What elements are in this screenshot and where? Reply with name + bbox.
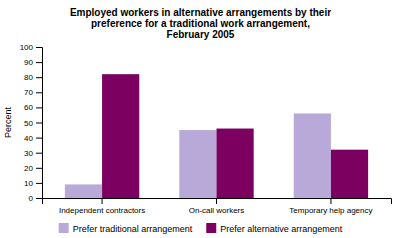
tick-label: 70 <box>24 88 33 97</box>
bar <box>217 129 254 198</box>
tick: 70 <box>24 88 42 97</box>
tick-label: 0 <box>29 194 34 203</box>
tick-mark <box>36 47 42 48</box>
tick-mark <box>36 123 42 124</box>
title: Employed workers in alternative arrangem… <box>70 7 331 40</box>
tick: 50 <box>24 119 42 128</box>
tick: 10 <box>24 179 42 188</box>
tick-mark <box>36 138 42 139</box>
bar <box>294 113 331 198</box>
tick: 60 <box>24 103 42 112</box>
title-line: February 2005 <box>167 29 235 40</box>
tick: 100 <box>20 43 42 52</box>
tick-label: Temporary help agency <box>289 206 372 215</box>
tick-label: 20 <box>24 164 33 173</box>
title-line: Employed workers in alternative arrangem… <box>70 7 331 18</box>
tick: 80 <box>24 73 42 82</box>
tick-mark <box>36 77 42 78</box>
tick-mark <box>36 107 42 108</box>
tick-label: 90 <box>24 58 33 67</box>
legend-swatch <box>206 223 216 233</box>
tick: Independent contractors <box>59 198 145 215</box>
tick-mark <box>36 153 42 154</box>
bar <box>102 74 139 198</box>
y-axis: 0 10 20 30 40 50 60 70 80 90 100 <box>20 43 43 203</box>
tick-mark <box>36 62 42 63</box>
title-line: preference for a traditional work arrang… <box>91 18 310 29</box>
bar <box>65 184 102 198</box>
legend-label: Prefer traditional arrangement <box>73 224 193 234</box>
legend-swatch <box>59 223 69 233</box>
tick-label: 10 <box>24 179 33 188</box>
tick-label: 30 <box>24 149 33 158</box>
tick-label: 60 <box>24 103 33 112</box>
tick-mark <box>102 198 103 204</box>
bar <box>331 150 368 198</box>
x-axis: Independent contractors On-call workers Te… <box>43 198 392 215</box>
tick: 90 <box>24 58 42 67</box>
y-axis-title: Percent <box>3 106 13 138</box>
tick: 0 <box>29 194 42 203</box>
legend-item: Prefer alternative arrangement <box>206 223 343 234</box>
tick-mark <box>36 92 42 93</box>
tick: On-call workers <box>189 198 245 215</box>
bars <box>65 74 368 198</box>
tick: 20 <box>24 164 42 173</box>
legend-item: Prefer traditional arrangement <box>59 223 193 234</box>
axis-line <box>36 48 43 199</box>
tick-mark <box>330 198 331 204</box>
tick-mark <box>36 183 42 184</box>
chart: Employed workers in alternative arrangem… <box>0 0 401 238</box>
legend: Prefer traditional arrangement Prefer alt… <box>59 223 343 234</box>
tick-label: 80 <box>24 73 33 82</box>
bar <box>179 130 216 198</box>
tick: Temporary help agency <box>289 198 372 215</box>
tick: 30 <box>24 149 42 158</box>
plot: 0 10 20 30 40 50 60 70 80 90 100 Independent contra… <box>20 43 392 215</box>
tick: 40 <box>24 134 42 143</box>
tick-mark <box>36 198 42 199</box>
legend-label: Prefer alternative arrangement <box>220 224 343 234</box>
tick-label: 50 <box>24 119 33 128</box>
tick-mark <box>216 198 217 204</box>
axis-line <box>43 199 392 205</box>
tick-label: On-call workers <box>189 206 245 215</box>
tick-label: 100 <box>20 43 34 52</box>
tick-label: 40 <box>24 134 33 143</box>
tick-label: Independent contractors <box>59 206 145 215</box>
tick-mark <box>36 168 42 169</box>
